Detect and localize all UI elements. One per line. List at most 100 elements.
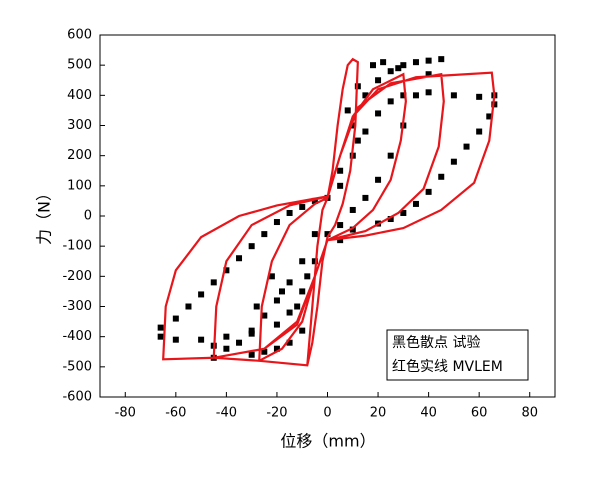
y-tick-label: -200 [62,269,92,284]
test-point [476,128,483,135]
test-point [380,59,387,66]
test-point [311,258,318,265]
x-tick-label: 80 [521,406,538,421]
test-point [324,231,331,238]
test-point [375,77,382,84]
test-point [387,152,394,159]
test-point [337,167,344,174]
test-point [223,345,230,352]
test-point [476,93,483,100]
test-point [273,321,280,328]
test-point [349,206,356,213]
test-point [362,128,369,135]
test-point [311,231,318,238]
test-point [253,303,260,310]
y-tick-label: 500 [67,58,92,73]
test-point [185,303,192,310]
test-point [261,312,268,319]
test-point [248,330,255,337]
test-point [387,98,394,105]
test-point [412,92,419,99]
test-point [286,309,293,316]
x-tick-label: 40 [420,406,437,421]
test-point [362,194,369,201]
test-point [354,137,361,144]
test-point [172,315,179,322]
test-point [412,200,419,207]
x-tick-label: 60 [471,406,488,421]
test-point [337,222,344,229]
x-axis-label: 位移（mm） [280,432,375,451]
y-tick-label: 600 [67,28,92,43]
test-point [387,216,394,223]
y-tick-label: 200 [67,148,92,163]
legend-box [386,329,529,381]
test-point [486,113,493,120]
test-point [349,226,356,233]
test-point [248,243,255,250]
legend-entry: 红色实线 MVLEM [392,358,503,375]
test-point [248,351,255,358]
x-tick-label: 20 [370,406,387,421]
test-point [223,333,230,340]
test-point [286,339,293,346]
test-point [425,57,432,64]
test-point [304,273,311,280]
test-point [279,288,285,295]
test-point [198,336,205,343]
test-point [299,203,306,210]
test-point [236,255,243,262]
test-point [273,345,280,352]
test-point [286,279,293,286]
y-tick-label: -600 [62,390,92,405]
y-tick-label: 0 [84,209,92,224]
test-point [425,71,432,78]
test-point [286,209,293,216]
test-point [157,333,164,340]
y-tick-label: -400 [62,329,92,344]
model-curve [162,57,496,367]
test-point [375,110,382,117]
test-point [157,324,164,331]
test-point [311,197,318,204]
x-tick-label: -40 [216,406,237,421]
test-point [395,65,402,72]
test-point [261,348,268,355]
test-point [412,59,419,66]
test-point [463,143,470,150]
x-tick-label: -60 [165,406,186,421]
test-point [425,89,432,96]
test-point [210,279,217,286]
test-point [299,288,306,295]
y-axis-label: 力（N） [35,185,54,245]
test-point [337,182,344,189]
test-point [362,92,369,99]
test-point [273,219,280,226]
test-point [450,92,457,99]
test-point [337,237,344,244]
test-point [438,173,445,180]
test-point [400,62,407,69]
test-point [248,327,255,334]
test-point [425,188,432,195]
test-point [375,176,382,183]
test-point [349,122,356,129]
x-tick-label: -80 [115,406,136,421]
y-tick-label: 400 [67,88,92,103]
test-point [261,231,268,238]
test-point [273,297,280,304]
y-tick-label: -100 [62,239,92,254]
test-point [344,107,351,114]
test-point [172,336,179,343]
y-tick-label: -500 [62,359,92,374]
test-point [299,327,306,334]
x-tick-label: -20 [266,406,287,421]
test-point [450,158,457,165]
y-tick-label: 100 [67,178,92,193]
test-point [387,68,394,75]
test-point [438,56,445,63]
y-tick-label: 300 [67,118,92,133]
test-point [370,62,376,69]
test-point [198,291,205,298]
